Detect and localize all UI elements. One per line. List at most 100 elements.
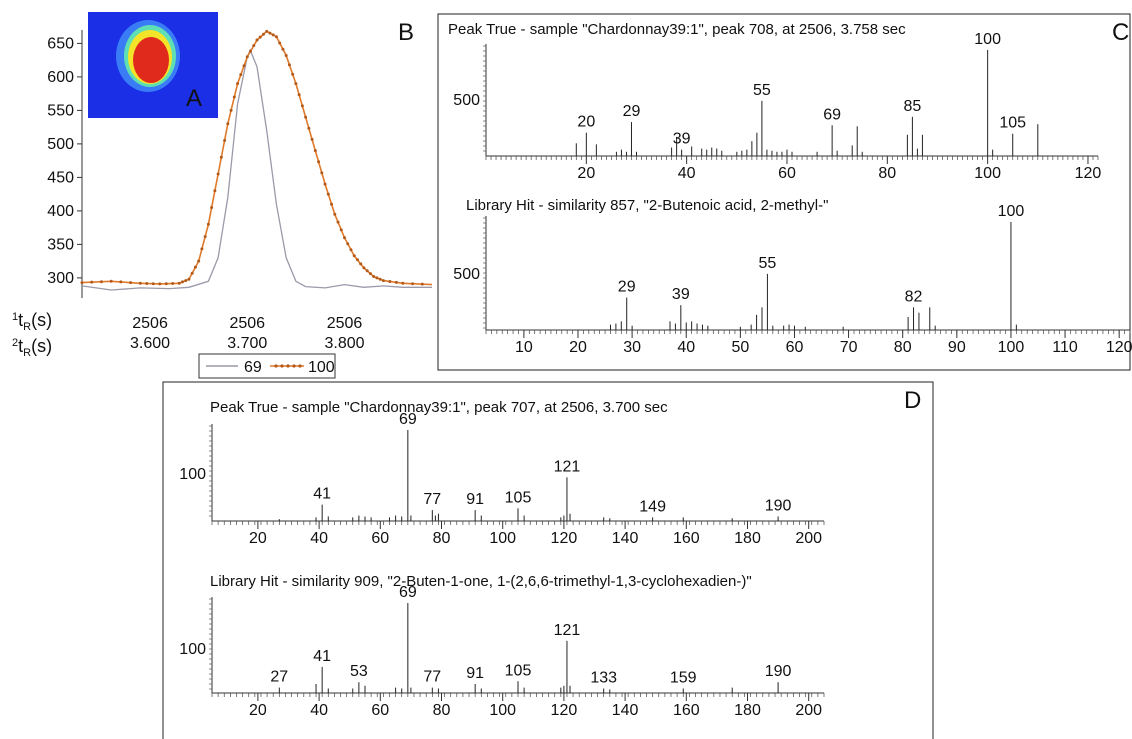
series-100-point [265,29,269,33]
spectrum-x-tick-label: 180 [734,530,761,547]
panel-a: 300 350 400 450 500 550 600 650 2506 3.600 2506 3.… [12,12,433,379]
spectrum-peak-label: 91 [466,491,484,508]
spectrum-x-tick-label: 20 [569,339,587,356]
series-100-point [129,281,133,285]
spectrum-peak-label: 69 [399,584,417,601]
panel-a-y-tick-label: 550 [47,102,74,119]
spectrum-x-tick-label: 100 [489,530,516,547]
series-100-point [258,35,262,39]
series-100-point [420,282,424,286]
spectrum-peak-label: 55 [753,82,771,99]
x-axis-1-label: 1tR(s) [12,310,52,333]
spectrum-peak-label: 91 [466,665,484,682]
spectrum-x-tick-label: 40 [678,165,696,182]
svg-text:1tR(s): 1tR(s) [12,310,52,333]
series-100-point [352,254,356,258]
panel-a-x-tick-label-dim1: 2506 [229,315,265,332]
spectrum-peak-label: 77 [423,669,441,686]
series-100-point [226,122,230,126]
panel-a-x-tick-label-dim1: 2506 [132,315,168,332]
series-69-line [81,48,432,291]
series-100-point [310,137,314,141]
series-100-point [278,41,282,45]
series-100-point [245,55,249,59]
spectrum-peak-label: 55 [759,255,777,272]
series-100-point [171,281,175,285]
series-100-point [261,32,265,36]
panel-a-letter: A [186,85,202,112]
series-100-point [355,258,359,262]
spectrum-x-tick-label: 80 [433,702,451,719]
series-100-point [394,280,398,284]
series-100-point [381,279,385,283]
series-100-point [80,281,84,285]
series-100-point [372,275,376,279]
spectrum-x-tick-label: 20 [249,702,267,719]
series-100-point [187,277,191,281]
series-100-point [333,212,337,216]
spectrum-x-tick-label: 80 [433,530,451,547]
spectrum-peak-label: 20 [577,114,595,131]
series-100-point [210,206,214,210]
series-100-point [359,262,363,266]
spectrum-peak-label: 41 [313,648,331,665]
series-100-point [287,63,291,67]
spectrum-peak-label: 121 [554,458,581,475]
series-100-point [190,271,194,275]
spectrum-peak-label: 105 [505,662,532,679]
spectrum-d-top: 100 20 40 60 80 100 120 140 160 180 200 41 69 77 91 105… [179,411,825,547]
series-100-point [330,202,334,206]
spectrum-x-tick-label: 20 [577,165,595,182]
series-100-point [223,139,227,143]
panel-a-x-tick-label-dim2: 3.700 [227,335,267,352]
panel-a-y-tick-label: 400 [47,203,74,220]
panel-a-x-tick-label-dim1: 2506 [327,315,363,332]
spectrum-x-tick-label: 200 [795,530,822,547]
spectrum-x-tick-label: 80 [878,165,896,182]
spectrum-peak-label: 105 [999,115,1026,132]
series-100-point [151,282,155,286]
spectrum-peak-label: 69 [823,106,841,123]
panel-c-letter: C [1112,19,1129,46]
series-100-point [313,149,317,153]
spectrum-x-tick-label: 100 [974,165,1001,182]
series-100-point [304,115,308,119]
panel-d-frame [162,381,934,739]
series-100-point [213,189,217,193]
series-100-point [274,35,278,39]
spectrum-y-tick-label: 500 [453,92,480,109]
spectrum-x-tick-label: 140 [612,530,639,547]
svg-text:2tR(s): 2tR(s) [12,336,52,359]
spectrum-x-tick-label: 50 [731,339,749,356]
series-100-point [343,236,346,240]
panel-a-y-tick-label: 450 [47,169,74,186]
spectrum-x-tick-label: 70 [840,339,858,356]
panel-b-frame [437,13,1131,371]
series-100-point [216,172,220,176]
spectrum-x-tick-label: 20 [249,530,267,547]
series-100-point [291,72,295,76]
spectrum-x-tick-label: 120 [551,702,578,719]
series-100-point [164,282,168,286]
spectrum-peak-label: 100 [998,203,1025,220]
series-100-point [362,266,366,270]
spectrum-peak-label: 39 [672,286,690,303]
series-100-point [252,44,256,48]
spectrum-x-tick-label: 10 [515,339,533,356]
series-100-point [249,49,253,53]
panel-a-x-tick-label-dim2: 3.600 [130,335,170,352]
series-100-point [317,160,321,164]
spectrum-x-tick-label: 200 [795,702,822,719]
spectrum-x-tick-label: 180 [734,702,761,719]
series-100-point [378,277,382,281]
spectrum-peak-label: 85 [903,98,921,115]
spectrum-b-bottom: 500 10 20 30 40 50 60 70 80 90 100 110 120 29 39 55 82 10… [453,203,1132,356]
series-100-point [239,73,243,77]
spectrum-peak-label: 159 [670,670,697,687]
spectrum-peak-label: 27 [270,669,288,686]
panel-d-letter: D [904,387,921,414]
series-100-point [193,265,197,269]
spectrum-x-tick-label: 90 [948,339,966,356]
spectrum-peak-label: 190 [765,497,792,514]
